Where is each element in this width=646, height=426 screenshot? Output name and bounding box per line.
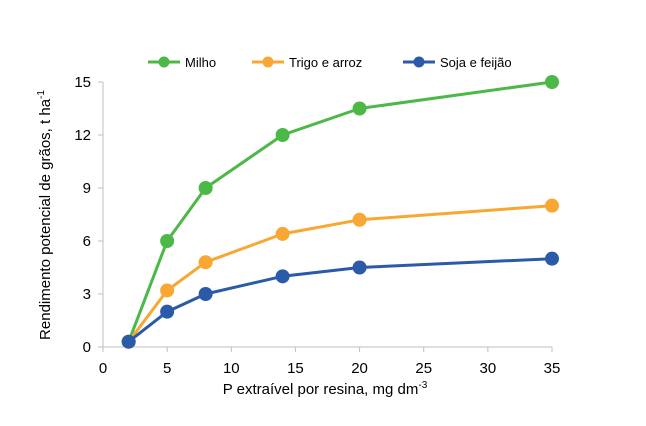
- data-point: [545, 75, 559, 89]
- series-trigo-e-arroz: [121, 198, 559, 349]
- legend-label: Soja e feijão: [440, 55, 512, 70]
- y-axis-title-main: Rendimento potencial de grãos, t ha: [37, 98, 54, 340]
- x-tick-label: 25: [415, 360, 432, 377]
- y-axis-title: Rendimento potencial de grãos, t ha-1: [36, 90, 54, 340]
- legend-swatch-marker: [262, 56, 274, 68]
- data-point: [352, 101, 367, 116]
- series-line: [127, 257, 553, 343]
- x-axis-title-sup: -3: [418, 380, 427, 391]
- data-point: [160, 283, 175, 298]
- axes: 0 3 6 9 12 15 0 5 10 15 20 25 30 35: [74, 74, 560, 377]
- x-axis-title-main: P extraível por resina, mg dm: [223, 381, 419, 398]
- x-tick-label: 35: [544, 360, 561, 377]
- legend-item: Milho: [148, 55, 216, 70]
- data-point: [275, 128, 290, 142]
- data-point: [160, 234, 175, 248]
- data-point: [275, 226, 290, 241]
- y-tick-label: 6: [83, 233, 91, 250]
- x-tick-label: 10: [223, 360, 240, 377]
- y-axis-title-sup: -1: [36, 90, 47, 99]
- data-point: [545, 251, 559, 266]
- data-point: [352, 260, 367, 275]
- data-point: [198, 181, 213, 195]
- y-tick-label: 9: [83, 180, 91, 197]
- data-point: [198, 255, 213, 270]
- y-tick-label: 0: [83, 339, 91, 356]
- legend-label: Trigo e arroz: [289, 55, 362, 70]
- data-point: [352, 212, 367, 227]
- data-point: [160, 304, 175, 319]
- series-line: [127, 204, 553, 343]
- y-tick-label: 15: [74, 74, 91, 91]
- data-point: [275, 269, 290, 284]
- series-line: [127, 80, 553, 343]
- legend-label: Milho: [185, 55, 216, 70]
- y-tick-label: 3: [83, 286, 91, 303]
- x-tick-label: 0: [99, 360, 107, 377]
- x-tick-label: 15: [287, 360, 304, 377]
- series-milho: [121, 75, 559, 349]
- x-tick-label: 20: [351, 360, 368, 377]
- data-point: [545, 198, 559, 213]
- x-axis-title: P extraível por resina, mg dm-3: [223, 380, 428, 398]
- legend-item: Trigo e arroz: [252, 55, 362, 70]
- y-tick-label: 12: [74, 127, 91, 144]
- series-soja-e-feij-o: [121, 251, 559, 349]
- legend-swatch-marker: [158, 56, 170, 68]
- x-tick-label: 5: [163, 360, 171, 377]
- legend-item: Soja e feijão: [403, 55, 512, 70]
- legend-swatch-marker: [413, 56, 425, 68]
- data-point: [198, 287, 213, 301]
- series-layer: [121, 75, 559, 349]
- x-tick-label: 30: [480, 360, 497, 377]
- data-point: [121, 334, 136, 349]
- legend: Milho Trigo e arroz Soja e feijão: [148, 55, 512, 70]
